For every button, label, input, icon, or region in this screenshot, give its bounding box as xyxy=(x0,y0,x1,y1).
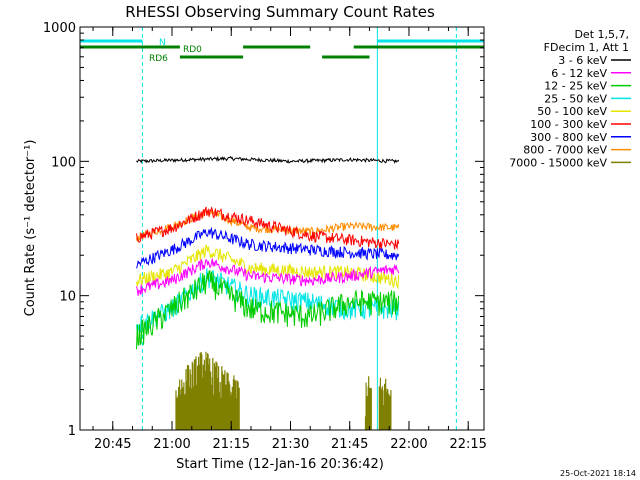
flag-label-n: N xyxy=(159,38,166,48)
flag-label-rd6: RD6 xyxy=(149,54,168,64)
x-tick-label: 21:00 xyxy=(153,437,190,452)
legend-entry: 6 - 12 keV xyxy=(551,67,607,80)
flag-label-rd0: RD0 xyxy=(183,45,202,55)
y-tick-label: 10 xyxy=(59,290,76,305)
legend-header: FDecim 1, Att 1 xyxy=(544,41,629,54)
series-spikes xyxy=(175,351,240,430)
series-spikes xyxy=(378,377,392,430)
legend-entry: 12 - 25 keV xyxy=(544,80,607,93)
series-line xyxy=(136,268,400,334)
legend-entry: 3 - 6 keV xyxy=(558,54,607,67)
y-tick-label: 100 xyxy=(51,155,76,170)
y-tick-label: 1000 xyxy=(43,21,76,36)
legend-header: Det 1,5,7, xyxy=(574,28,629,41)
x-tick-label: 20:45 xyxy=(94,437,131,452)
y-axis-label: Count Rate (s⁻¹ detector⁻¹) xyxy=(23,140,38,317)
legend-entry: 100 - 300 keV xyxy=(530,118,607,131)
x-tick-label: 21:30 xyxy=(272,437,309,452)
series-line xyxy=(136,258,400,296)
legend-entry: 7000 - 15000 keV xyxy=(509,156,607,169)
legend-entry: 300 - 800 keV xyxy=(530,131,607,144)
x-tick-label: 21:45 xyxy=(331,437,368,452)
x-tick-label: 22:15 xyxy=(449,437,486,452)
plot-frame xyxy=(79,26,485,431)
legend-entry: 50 - 100 keV xyxy=(537,105,607,118)
series-line xyxy=(136,208,400,242)
series-line xyxy=(136,226,400,269)
series-line xyxy=(136,244,400,290)
y-tick-label: 1 xyxy=(68,424,76,439)
legend-entry: 800 - 7000 keV xyxy=(523,144,607,157)
chart-title: RHESSI Observing Summary Count Rates xyxy=(125,3,435,21)
series-line xyxy=(136,270,400,350)
series-line xyxy=(136,206,400,251)
timestamp: 25-Oct-2021 18:14 xyxy=(560,469,636,478)
series-spikes xyxy=(364,376,372,430)
x-axis-label: Start Time (12-Jan-16 20:36:42) xyxy=(176,457,384,472)
legend-entry: 25 - 50 keV xyxy=(544,92,607,105)
x-tick-label: 21:15 xyxy=(213,437,250,452)
series-line xyxy=(136,155,400,164)
plot-area: N RD0 RD6 1 10 100 1000 20:45 21:00 21:15 21:30 21:… xyxy=(43,21,487,452)
x-tick-label: 22:00 xyxy=(390,437,427,452)
